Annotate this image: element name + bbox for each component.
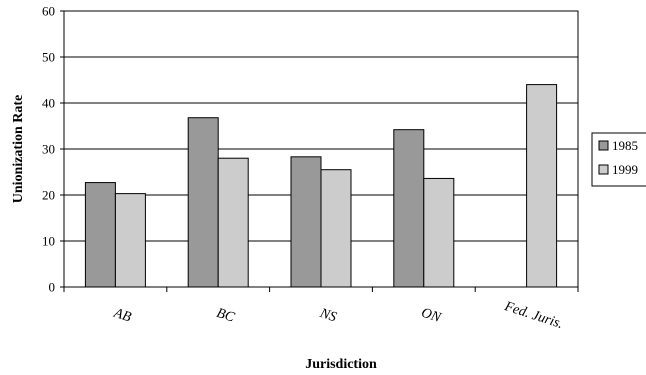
x-axis-title: Jurisdiction	[305, 357, 377, 372]
y-tick-label: 30	[42, 142, 55, 157]
legend-label: 1985	[612, 138, 638, 153]
y-axis-title: Unionization Rate	[11, 95, 26, 204]
bars	[84, 84, 558, 288]
x-tick-label: ON	[419, 306, 443, 326]
bar-1999-bc	[217, 157, 249, 288]
x-axis-ticks: AB BC NS ON Fed. Juris.	[63, 287, 579, 332]
x-tick-label: NS	[317, 306, 338, 326]
gridlines	[64, 56, 578, 242]
bar-1999-on	[423, 177, 455, 288]
y-tick-label: 50	[42, 50, 55, 65]
x-tick-label: AB	[111, 306, 133, 326]
bar-1999-ns	[320, 169, 352, 288]
y-tick-label: 10	[42, 234, 55, 249]
bar-1999-ab	[114, 193, 146, 288]
y-tick-label: 20	[42, 188, 55, 203]
legend-swatch	[598, 164, 609, 175]
x-tick-label: Fed. Juris.	[502, 299, 565, 332]
y-tick-label: 0	[49, 280, 56, 295]
y-axis-ticks: 0 10 20 30 40 50 60	[42, 4, 64, 295]
bar-1985-on	[393, 129, 425, 288]
legend-label: 1999	[612, 162, 638, 177]
legend-swatch	[598, 140, 609, 151]
bar-1985-ab	[84, 182, 116, 288]
bar-1985-bc	[187, 117, 219, 288]
bar-1999-fed-juris-	[526, 84, 558, 288]
bar-1985-ns	[290, 156, 322, 288]
legend: 1985 1999	[591, 132, 646, 187]
y-tick-label: 40	[42, 96, 55, 111]
x-tick-label: BC	[214, 306, 236, 326]
y-tick-label: 60	[42, 4, 55, 19]
